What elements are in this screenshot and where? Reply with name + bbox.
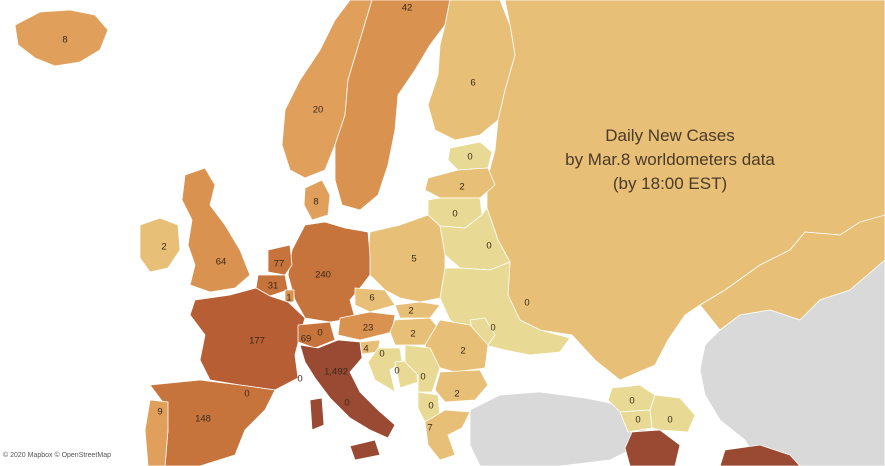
label-armenia: 0 — [635, 415, 640, 426]
label-moldova: 0 — [490, 323, 495, 334]
label-azerbaijan: 0 — [667, 415, 672, 426]
region-switzerland[interactable] — [297, 321, 336, 349]
label-portugal: 9 — [157, 407, 162, 418]
region-bulgaria[interactable] — [434, 369, 489, 403]
region-luxembourg[interactable] — [284, 289, 295, 303]
label-serbia: 0 — [420, 372, 425, 383]
region-central-asia — [699, 259, 885, 466]
label-latvia: 2 — [459, 182, 464, 193]
label-switzerland: 69 — [301, 334, 312, 345]
label-spain: 148 — [195, 414, 211, 425]
region-germany[interactable] — [287, 221, 371, 323]
region-iceland[interactable] — [14, 9, 109, 67]
label-bulgaria: 2 — [454, 389, 459, 400]
region-slovakia[interactable] — [394, 301, 441, 319]
label-austria: 23 — [363, 323, 374, 334]
region-france[interactable] — [189, 287, 306, 391]
region-denmark[interactable] — [303, 179, 331, 221]
region-netherlands[interactable] — [267, 244, 293, 276]
label-croatia: 0 — [379, 349, 384, 360]
label-san-marino: 0 — [344, 398, 349, 409]
label-romania: 2 — [460, 346, 465, 357]
label-norway: 20 — [313, 105, 324, 116]
label-ireland: 2 — [161, 242, 166, 253]
label-slovakia: 2 — [408, 306, 413, 317]
label-monaco: 0 — [297, 374, 302, 385]
region-czechia[interactable] — [354, 287, 396, 313]
title-line-2: by Mar.8 worldometers data — [565, 150, 775, 169]
label-poland: 5 — [411, 254, 416, 265]
label-andorra: 0 — [244, 389, 249, 400]
region-belgium[interactable] — [255, 274, 289, 297]
label-denmark: 8 — [313, 197, 318, 208]
label-bosnia: 0 — [394, 366, 399, 377]
label-sweden: 42 — [402, 3, 413, 14]
label-georgia: 0 — [629, 396, 634, 407]
label-liechtenstein: 0 — [317, 328, 322, 339]
region-croatia[interactable] — [367, 347, 403, 393]
label-belgium: 31 — [268, 281, 279, 292]
map-attribution[interactable]: © 2020 Mapbox © OpenStreetMap — [3, 452, 111, 459]
region-iran[interactable] — [719, 444, 801, 466]
label-germany: 240 — [315, 270, 331, 281]
label-greece: 7 — [427, 423, 432, 434]
region-greece[interactable] — [424, 409, 471, 461]
label-lithuania: 0 — [452, 209, 457, 220]
region-azerbaijan[interactable] — [649, 394, 696, 433]
label-estonia: 0 — [467, 152, 472, 163]
label-italy: 1,492 — [324, 367, 348, 378]
label-uk: 64 — [216, 257, 227, 268]
label-czechia: 6 — [369, 293, 374, 304]
label-belarus: 0 — [486, 241, 491, 252]
region-uk[interactable] — [181, 167, 251, 293]
label-slovenia: 4 — [363, 344, 368, 355]
region-finland[interactable] — [427, 0, 516, 141]
region-portugal[interactable] — [144, 399, 169, 466]
region-italy[interactable] — [299, 339, 396, 439]
label-france: 177 — [249, 336, 265, 347]
label-finland: 6 — [470, 78, 475, 89]
region-serbia[interactable] — [404, 344, 441, 393]
region-ireland[interactable] — [139, 217, 181, 273]
label-iceland: 8 — [62, 35, 67, 46]
region-sicily[interactable] — [349, 439, 381, 461]
map-title: Daily New Cases by Mar.8 worldometers da… — [520, 124, 820, 196]
label-netherlands: 77 — [274, 259, 285, 270]
label-luxembourg: 1 — [286, 293, 291, 304]
label-ukraine: 0 — [524, 298, 529, 309]
label-albania: 0 — [428, 401, 433, 412]
region-belarus[interactable] — [439, 207, 511, 271]
region-sardinia[interactable] — [309, 397, 325, 431]
label-hungary: 2 — [410, 329, 415, 340]
title-line-1: Daily New Cases — [605, 126, 735, 145]
region-latvia[interactable] — [424, 167, 496, 199]
region-sweden[interactable] — [334, 0, 451, 211]
title-line-3: (by 18:00 EST) — [612, 174, 728, 193]
